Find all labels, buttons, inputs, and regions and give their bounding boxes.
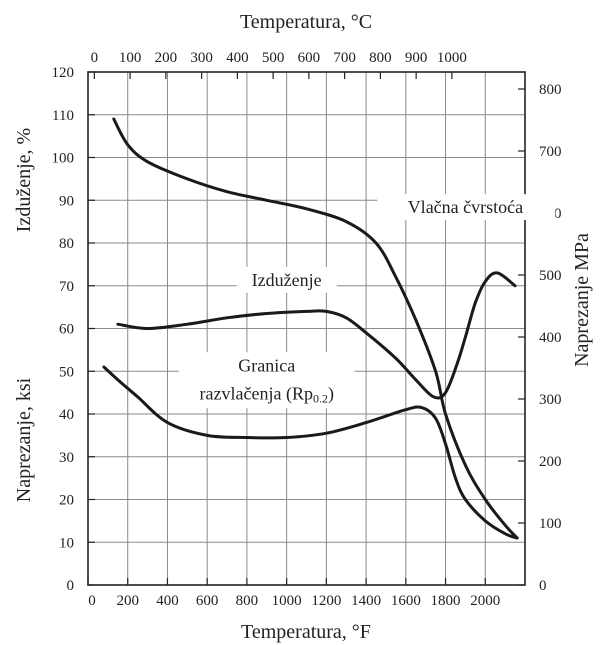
y-left-tick-label: 50 <box>59 364 74 380</box>
yield-strength-label-line-1: Granica <box>238 355 295 375</box>
y-left-lower-axis-title: Naprezanje, ksi <box>13 377 35 502</box>
y-right-tick-label: 200 <box>539 454 562 470</box>
y-right-axis-title: Naprezanje MPa <box>571 233 593 367</box>
y-right-tick-label: 400 <box>539 330 562 346</box>
x-bottom-tick-label: 200 <box>116 593 139 609</box>
plot-frame <box>87 71 526 586</box>
x-top-tick-label: 0 <box>91 50 99 66</box>
yield-strength-label-line-2: razvlačenja (Rp0.2) <box>200 383 334 405</box>
elongation-curve <box>116 271 517 400</box>
elongation-label: Izduženje <box>252 270 322 290</box>
y-left-tick-label: 100 <box>52 151 75 167</box>
x-top-tick-label: 300 <box>190 50 213 66</box>
x-top-tick-label: 1000 <box>437 50 467 66</box>
curve-labels: Vlačna čvrstoća Izduženje Granica razvlačen… <box>178 194 556 409</box>
x-top-tick-label: 400 <box>226 50 249 66</box>
x-top-tick-label: 100 <box>119 50 142 66</box>
y-left-tick-label: 120 <box>52 65 75 81</box>
y-left-tick-label: 30 <box>59 450 74 466</box>
x-top-axis-title: Temperatura, °C <box>240 11 372 33</box>
yield-strength-label-background <box>178 352 355 409</box>
grid <box>88 72 525 585</box>
x-bottom-tick-label: 800 <box>236 593 259 609</box>
y-left-tick-label: 10 <box>59 535 74 551</box>
y-left-tick-label: 80 <box>59 236 74 252</box>
x-top-tick-label: 200 <box>155 50 178 66</box>
x-top-tick-label: 500 <box>262 50 285 66</box>
y-left-tick-label: 40 <box>59 407 74 423</box>
tensile-strength-curve <box>112 117 519 540</box>
y-right-tick-label: 100 <box>539 516 562 532</box>
x-top-tick-label: 800 <box>369 50 392 66</box>
x-top-tick-label: 700 <box>333 50 356 66</box>
elongation-label-background <box>236 266 337 293</box>
x-bottom-tick-label: 1800 <box>431 593 461 609</box>
x-bottom-tick-label: 1200 <box>311 593 341 609</box>
x-bottom-tick-label: 1000 <box>272 593 302 609</box>
y-left-tick-label: 0 <box>67 578 75 594</box>
x-bottom-tick-label: 400 <box>156 593 179 609</box>
y-left-tick-label: 20 <box>59 493 74 509</box>
x-bottom-tick-label: 1400 <box>351 593 381 609</box>
x-top-tick-label: 600 <box>298 50 321 66</box>
x-bottom-tick-label: 0 <box>88 593 96 609</box>
x-bottom-tick-label: 2000 <box>470 593 500 609</box>
y-right-tick-label: 0 <box>539 578 547 594</box>
yield-strength-curve <box>102 365 519 540</box>
y-left-tick-label: 70 <box>59 279 74 295</box>
y-left-upper-axis-title: Izduženje, % <box>13 128 35 232</box>
x-bottom-axis-title: Temperatura, °F <box>241 621 371 643</box>
y-left-tick-label: 60 <box>59 322 74 338</box>
x-bottom-tick-label: 600 <box>196 593 219 609</box>
tensile-strength-label: Vlačna čvrstoća <box>408 197 523 217</box>
x-top-tick-label: 900 <box>405 50 428 66</box>
y-right-tick-label: 700 <box>539 144 562 160</box>
tensile-strength-label-background <box>377 194 556 221</box>
y-left-tick-label: 110 <box>52 108 74 124</box>
y-right-tick-label: 800 <box>539 82 562 98</box>
curves <box>102 117 519 540</box>
y-left-tick-label: 90 <box>59 193 74 209</box>
y-right-tick-label: 300 <box>539 392 562 408</box>
x-bottom-tick-label: 1600 <box>391 593 421 609</box>
y-right-tick-label: 500 <box>539 268 562 284</box>
